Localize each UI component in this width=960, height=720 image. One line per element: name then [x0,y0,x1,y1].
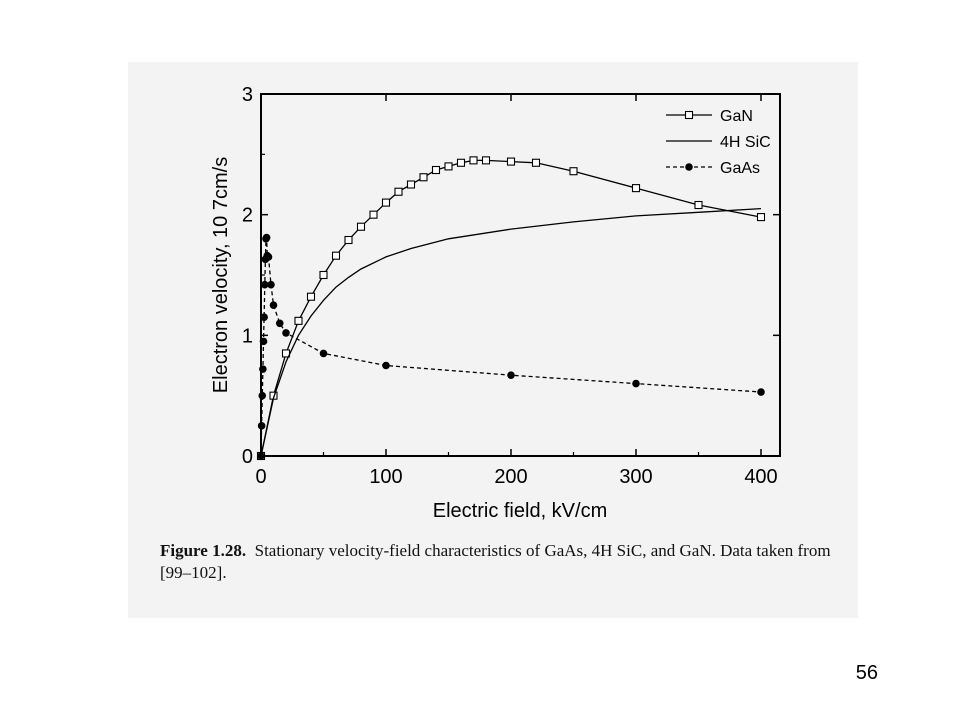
point-gaas [258,391,267,400]
plot-frame [260,93,781,457]
page-number: 56 [855,662,878,684]
legend-label: 4H SiC [720,134,771,151]
point-gaas [507,371,515,379]
point-gaas [259,365,267,373]
point-gan [319,270,328,280]
y-tick-label: 0 [242,446,253,468]
y-axis-label: Electron velocity, 10 7cm/s [210,157,232,393]
point-gan [419,173,428,182]
legend-item-gan: GaN [666,108,753,125]
y-tick-label: 1 [242,325,253,347]
series-line-gaas [260,237,762,457]
point-gaas [260,313,268,322]
point-gan [369,210,378,219]
legend: GaN 4H SiC GaAs [666,108,771,177]
point-gan [569,167,578,176]
point-gaas [269,301,278,309]
point-gan [344,235,353,245]
caption-text: Stationary velocity-field characteristic… [160,541,831,582]
legend-item-gaas: GaAs [666,160,760,177]
legend-marker [684,110,694,120]
point-gaas [275,319,284,328]
series-gan [256,156,766,461]
point-gan [406,180,416,189]
series-line-4h-sic [260,207,762,457]
point-gaas [757,388,765,396]
figure-scan [128,62,858,618]
point-gaas [267,280,275,289]
point-gaas [282,329,290,337]
legend-label: GaAs [720,160,760,177]
point-gaas [259,337,268,346]
x-tick-label: 200 [494,466,527,488]
point-gan [331,251,341,260]
y-tick-label: 3 [242,84,253,106]
point-gan [394,187,403,196]
point-gan [431,165,441,175]
point-gaas [260,280,269,289]
point-gaas [257,452,265,460]
x-tick-label: 100 [369,466,402,488]
x-axis-label: Electric field, kV/cm [433,500,607,522]
x-tick-label: 0 [255,466,266,488]
legend-item-4h-sic: 4H SiC [666,134,771,151]
point-gaas [382,361,390,370]
caption-label: Figure 1.28. [160,541,247,560]
point-gan [531,158,541,167]
legend-label: GaN [720,108,753,125]
point-gan [631,184,641,193]
figure-caption: Figure 1.28. Stationary velocity-field c… [160,540,850,584]
series-line-gan [260,159,762,457]
x-tick-label: 300 [619,466,652,488]
point-gan [756,213,766,222]
point-gan [469,156,478,165]
point-gan [381,198,391,207]
point-gaas [632,379,640,388]
point-gaas [262,233,271,242]
point-gan [456,158,466,167]
x-tick-label: 400 [744,466,777,488]
legend-marker [685,163,693,171]
series-gaas [257,233,765,460]
point-gan [356,222,366,231]
series-4h-sic [260,207,762,457]
point-gan [444,162,453,171]
point-gan [694,200,703,210]
point-gaas [264,253,273,261]
point-gaas [257,422,266,430]
y-tick-label: 2 [242,205,253,227]
point-gan [506,157,516,166]
point-gan [306,292,316,301]
point-gan [481,156,491,165]
point-gan [294,316,303,325]
point-gaas [319,349,328,358]
